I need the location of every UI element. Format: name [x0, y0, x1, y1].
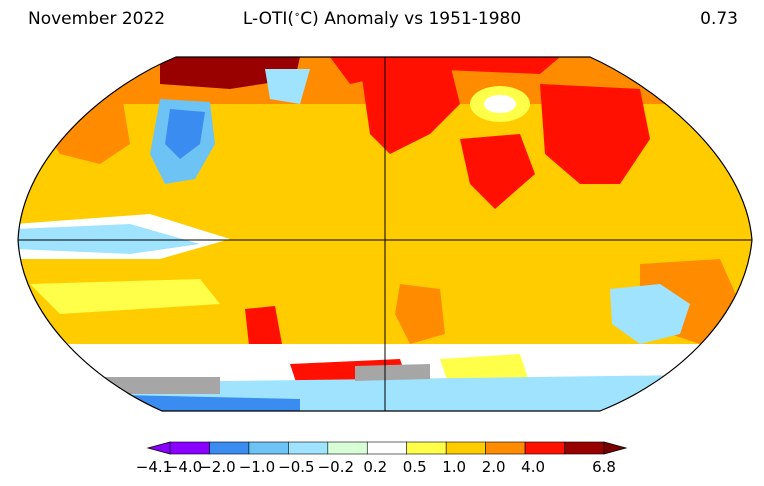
colorbar-tick-label: 1.0: [442, 458, 467, 476]
map-title: L-OTI(∘C) Anomaly vs 1951-1980: [242, 9, 522, 29]
colorbar-cell: [406, 441, 447, 455]
colorbar-tick-label: −2.0: [199, 458, 236, 476]
missing-data-region: [355, 364, 430, 381]
colorbar-cell: [366, 441, 408, 455]
colorbar-cell: [485, 441, 526, 455]
anomaly-map: [17, 56, 753, 412]
colorbar-cell: [248, 441, 289, 455]
colorbar-tick-label: 0.5: [402, 458, 427, 476]
colorbar-tick-label: 0.2: [363, 458, 388, 476]
global-mean-anomaly: 0.73: [700, 9, 738, 29]
colorbar-cell: [564, 441, 605, 455]
colorbar-tick-label: 6.8: [592, 458, 616, 476]
colorbar-cell: [445, 441, 486, 455]
map-border: [17, 56, 753, 412]
colorbar-tick-label: −4.1: [135, 458, 173, 476]
colorbar-tick-label: 4.0: [521, 458, 546, 476]
map-date: November 2022: [28, 9, 166, 29]
missing-data-region: [100, 377, 220, 394]
colorbar: [146, 441, 628, 455]
colorbar-cell: [327, 441, 368, 455]
colorbar-cell: [209, 441, 250, 455]
colorbar-tick-label: −0.2: [317, 458, 355, 476]
colorbar-cell: [288, 441, 329, 455]
colorbar-cell: [524, 441, 565, 455]
colorbar-cell: [169, 441, 210, 455]
colorbar-extend-low: [146, 441, 171, 455]
anomaly-field: [18, 57, 752, 411]
colorbar-tick-label: 2.0: [481, 458, 506, 476]
colorbar-extend-high: [603, 441, 628, 455]
colorbar-tick-label: −4.0: [165, 458, 203, 476]
colorbar-tick-label: −0.5: [278, 458, 315, 476]
colorbar-tick-label: −1.0: [238, 458, 276, 476]
